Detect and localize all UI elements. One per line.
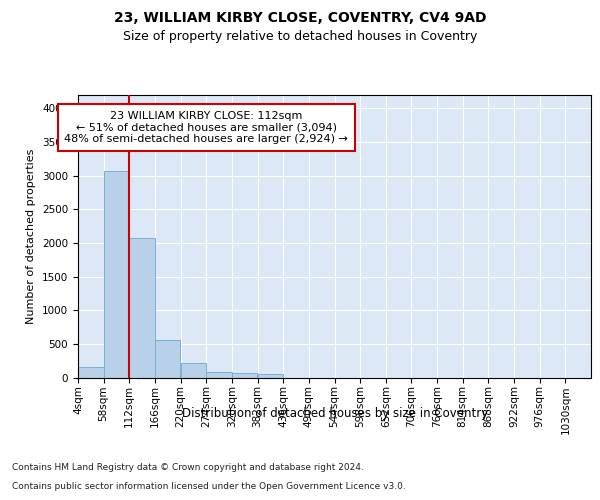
- Bar: [78, 368, 104, 378]
- Text: Distribution of detached houses by size in Coventry: Distribution of detached houses by size …: [182, 408, 488, 420]
- Bar: [206, 372, 232, 378]
- Y-axis label: Number of detached properties: Number of detached properties: [26, 148, 37, 324]
- Text: 23, WILLIAM KIRBY CLOSE, COVENTRY, CV4 9AD: 23, WILLIAM KIRBY CLOSE, COVENTRY, CV4 9…: [114, 11, 486, 25]
- Text: 23 WILLIAM KIRBY CLOSE: 112sqm
← 51% of detached houses are smaller (3,094)
48% : 23 WILLIAM KIRBY CLOSE: 112sqm ← 51% of …: [64, 110, 348, 144]
- Text: Size of property relative to detached houses in Coventry: Size of property relative to detached ho…: [123, 30, 477, 43]
- Bar: [181, 364, 206, 378]
- Bar: [104, 171, 129, 378]
- Bar: [155, 340, 181, 378]
- Bar: [257, 374, 283, 378]
- Text: Contains HM Land Registry data © Crown copyright and database right 2024.: Contains HM Land Registry data © Crown c…: [12, 464, 364, 472]
- Bar: [232, 374, 257, 378]
- Text: Contains public sector information licensed under the Open Government Licence v3: Contains public sector information licen…: [12, 482, 406, 491]
- Bar: [130, 238, 155, 378]
